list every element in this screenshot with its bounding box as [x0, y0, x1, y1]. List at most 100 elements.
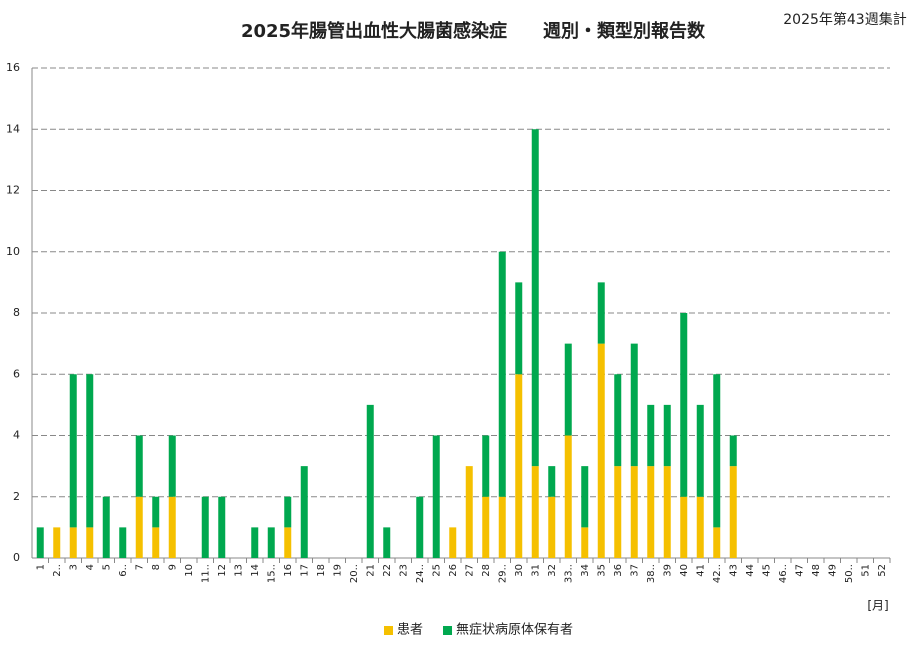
y-tick-label: 12 — [6, 184, 20, 197]
x-tick-label: 29.. — [497, 564, 508, 583]
x-tick-label: 2.. — [52, 564, 63, 577]
y-tick-label: 0 — [13, 551, 20, 564]
legend-swatch — [384, 626, 393, 635]
bar-segment — [53, 527, 61, 558]
bar-segment — [548, 496, 556, 558]
x-tick-label: 11.. — [200, 564, 211, 583]
bar-segment — [564, 435, 572, 558]
x-tick-label: 33.. — [563, 564, 574, 583]
x-tick-label: 25 — [431, 564, 442, 577]
x-tick-label: 8 — [151, 564, 162, 570]
bar-segment — [135, 496, 143, 558]
bar-segment — [267, 527, 275, 558]
x-tick-label: 18 — [316, 564, 327, 577]
x-tick-label: 23 — [398, 564, 409, 577]
y-tick-label: 16 — [6, 61, 20, 74]
x-tick-label: 12 — [217, 564, 228, 577]
bar-segment — [168, 435, 176, 497]
bar-segment — [119, 527, 127, 558]
bar-segment — [482, 435, 490, 497]
bar-segment — [36, 527, 44, 558]
bar-segment — [713, 374, 721, 528]
x-tick-label: 15.. — [266, 564, 277, 583]
legend-label: 患者 — [397, 623, 423, 638]
bar-segment — [383, 527, 391, 558]
bar-segment — [102, 496, 110, 558]
y-tick-label: 2 — [13, 490, 20, 503]
x-tick-label: 37 — [629, 564, 640, 577]
x-tick-label: 35 — [596, 564, 607, 577]
bar-segment — [284, 496, 292, 528]
x-tick-label: 43 — [728, 564, 739, 577]
bar-segment — [515, 282, 523, 375]
bar-segment — [597, 343, 605, 558]
bar-segment — [366, 404, 374, 558]
x-axis-label: [月] — [867, 599, 888, 613]
legend-swatch — [443, 626, 453, 635]
bar-segment — [498, 496, 506, 558]
bar-segment — [630, 343, 638, 467]
bar-segment — [284, 527, 292, 558]
bar-segment — [680, 313, 688, 497]
x-tick-label: 22 — [382, 564, 393, 577]
bar-segment — [449, 527, 457, 558]
x-tick-label: 34 — [580, 564, 591, 577]
bar-segment — [416, 496, 424, 558]
bar-segment — [630, 466, 638, 558]
bar-segment — [597, 282, 605, 344]
bar-segment — [86, 527, 94, 558]
x-tick-label: 4 — [85, 564, 96, 570]
bar-segment — [581, 527, 589, 558]
bar-segment — [729, 435, 737, 467]
bar-segment — [647, 466, 655, 558]
x-tick-label: 45 — [761, 564, 772, 577]
bar-segment — [152, 496, 160, 528]
x-tick-label: 44 — [745, 564, 756, 577]
bar-segment — [729, 466, 737, 558]
bar-segment — [432, 435, 440, 558]
x-tick-label: 42.. — [712, 564, 723, 583]
x-tick-label: 28 — [481, 564, 492, 577]
x-tick-label: 10 — [184, 564, 195, 577]
bar-segment — [218, 496, 226, 558]
x-tick-label: 16 — [283, 564, 294, 577]
bar-segment — [696, 404, 704, 497]
x-tick-label: 40 — [679, 564, 690, 577]
x-tick-label: 38.. — [646, 564, 657, 583]
x-tick-label: 19 — [332, 564, 343, 577]
bar-segment — [69, 527, 77, 558]
bar-segment — [663, 404, 671, 467]
x-tick-label: 17 — [299, 564, 310, 577]
bar-segment — [152, 527, 160, 558]
x-tick-label: 51 — [860, 564, 871, 577]
bar-segment — [300, 466, 308, 558]
bar-segment — [515, 374, 523, 558]
y-tick-label: 10 — [6, 245, 20, 258]
bar-segment — [663, 466, 671, 558]
x-tick-label: 3 — [68, 564, 79, 570]
x-tick-label: 27 — [464, 564, 475, 577]
x-tick-label: 39 — [662, 564, 673, 577]
bar-segment — [482, 496, 490, 558]
bar-segment — [201, 496, 209, 558]
x-tick-label: 41 — [695, 564, 706, 577]
legend-label: 無症状病原体保有者 — [456, 623, 573, 638]
x-tick-label: 5 — [101, 564, 112, 570]
bar-segment — [581, 466, 589, 528]
x-tick-label: 9 — [167, 564, 178, 570]
bar-segment — [531, 466, 539, 558]
x-tick-label: 30 — [514, 564, 525, 577]
y-tick-label: 4 — [13, 429, 20, 442]
bar-segment — [548, 466, 556, 497]
bar-segment — [86, 374, 94, 528]
x-tick-label: 48 — [811, 564, 822, 577]
x-tick-label: 14 — [250, 564, 261, 577]
bar-segment — [614, 466, 622, 558]
x-tick-label: 26 — [448, 564, 459, 577]
y-tick-label: 14 — [6, 122, 20, 135]
bar-segment — [564, 343, 572, 436]
x-tick-label: 13 — [233, 564, 244, 577]
bar-segment — [498, 251, 506, 497]
y-tick-label: 8 — [13, 306, 20, 319]
